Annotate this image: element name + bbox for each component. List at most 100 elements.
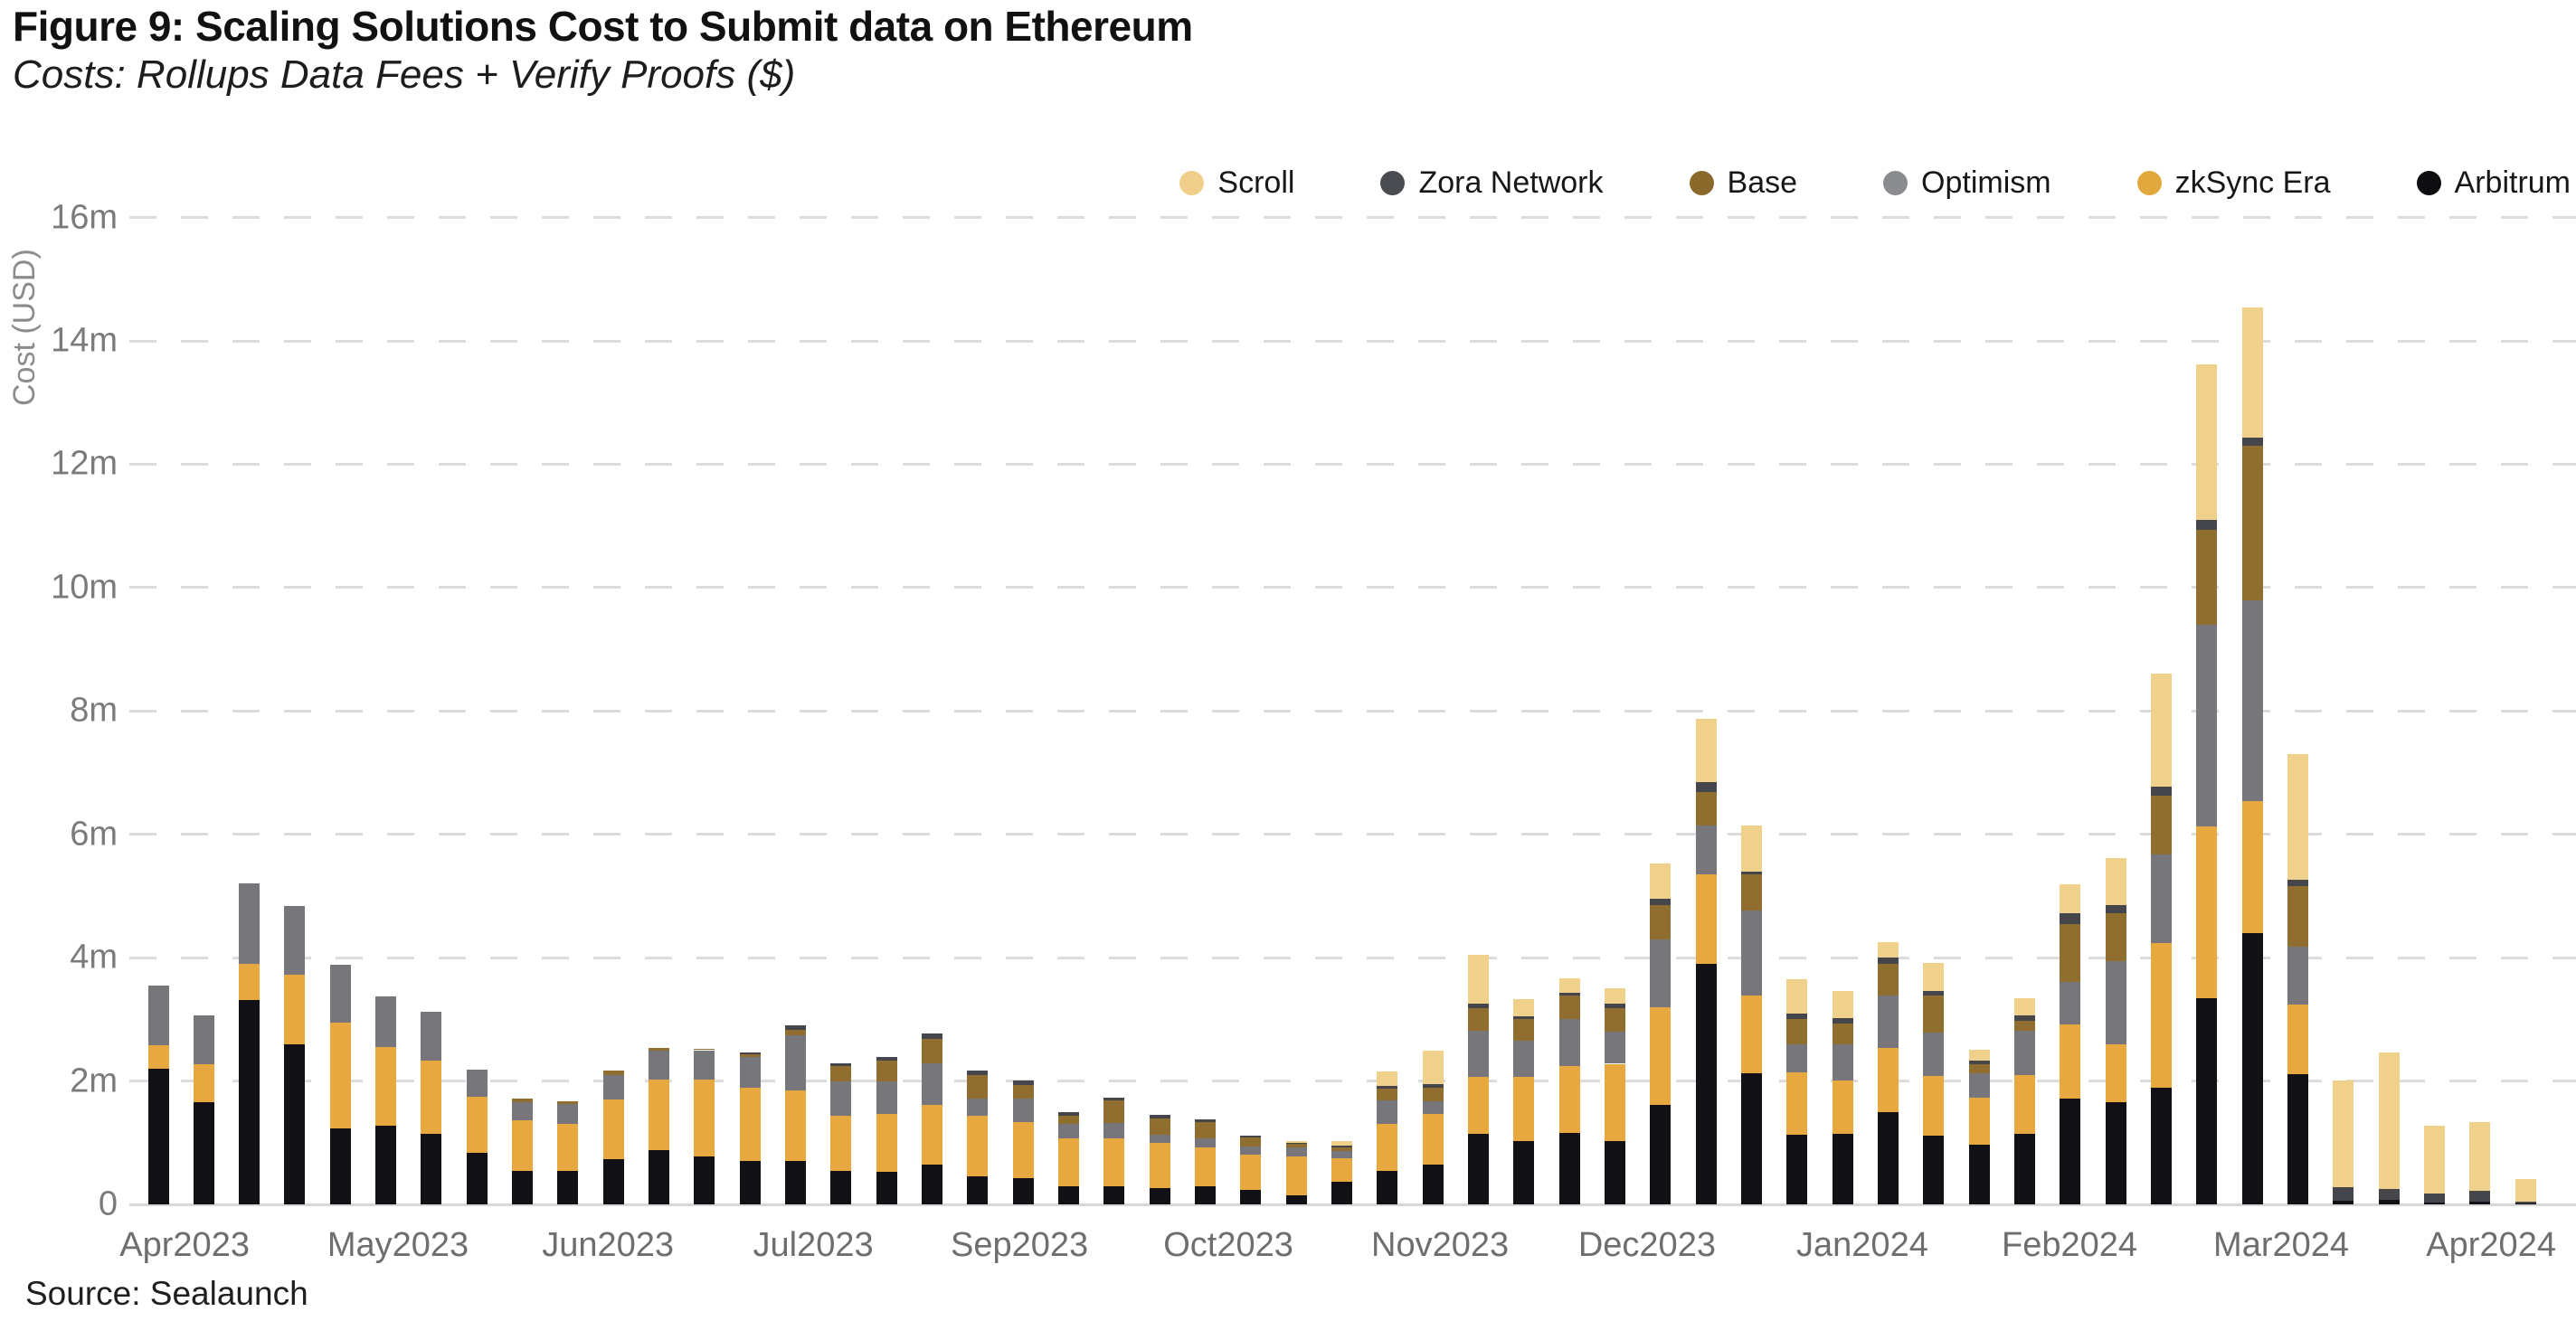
legend-item-optimism[interactable]: Optimism xyxy=(1883,165,2051,201)
bar-47-segment-zora-network xyxy=(2241,438,2263,447)
bar-20-segment-arbitrum xyxy=(1012,1177,1034,1204)
bar-33-segment-optimism xyxy=(1605,1032,1626,1064)
bar-37-segment-zora-network xyxy=(1786,1013,1808,1020)
bar-41-segment-optimism xyxy=(1968,1072,1990,1098)
bar-43-segment-optimism xyxy=(2060,982,2081,1024)
bar-38-segment-zksync-era xyxy=(1832,1080,1853,1134)
x-tick-label-jan2024: Jan2024 xyxy=(1796,1226,1928,1264)
bar-52-segment-scroll xyxy=(2469,1121,2491,1191)
bar-26-segment-arbitrum xyxy=(1285,1195,1307,1204)
bar-45-segment-zora-network xyxy=(2151,786,2173,797)
bar-5-segment-optimism xyxy=(329,964,351,1023)
bar-6-segment-optimism xyxy=(375,996,397,1048)
legend-color-dot-arbitrum xyxy=(2416,171,2441,195)
bar-39-segment-zora-network xyxy=(1878,958,1899,964)
bar-35-segment-scroll xyxy=(1695,719,1717,783)
bar-34-segment-scroll xyxy=(1650,863,1672,900)
bar-44-segment-zksync-era xyxy=(2105,1044,2126,1103)
bar-38-segment-zora-network xyxy=(1832,1018,1853,1024)
bar-49-segment-arbitrum xyxy=(2333,1200,2354,1204)
bar-20-segment-zora-network xyxy=(1012,1080,1034,1085)
bar-36-segment-scroll xyxy=(1741,825,1763,872)
y-tick-label-10m: 10m xyxy=(51,568,118,607)
source-note: Source: Sealaunch xyxy=(25,1275,308,1312)
x-tick-label-jun2023: Jun2023 xyxy=(542,1226,674,1264)
legend-color-dot-zksync-era xyxy=(2136,171,2162,195)
bar-46-segment-zora-network xyxy=(2196,519,2218,530)
bar-41-segment-base xyxy=(1968,1064,1990,1073)
y-axis-tick-labels: 0 2m 4m 6m 8m 10m 12m 14m 16m xyxy=(0,192,121,1222)
legend-item-arbitrum[interactable]: Arbitrum xyxy=(2416,165,2571,201)
bar-29-segment-zora-network xyxy=(1422,1084,1444,1089)
bar-20-segment-base xyxy=(1012,1084,1034,1099)
x-tick-label-apr2023: Apr2023 xyxy=(119,1226,250,1264)
bar-8-segment-optimism xyxy=(466,1069,488,1098)
legend-item-base[interactable]: Base xyxy=(1689,165,1797,201)
bar-25-segment-base xyxy=(1240,1137,1262,1147)
bar-9-segment-base xyxy=(512,1099,534,1103)
bar-44-segment-base xyxy=(2105,913,2126,961)
bar-40-segment-arbitrum xyxy=(1923,1136,1945,1204)
bar-9-segment-zksync-era xyxy=(512,1119,534,1171)
bar-41-segment-arbitrum xyxy=(1968,1144,1990,1204)
bar-25-segment-zora-network xyxy=(1240,1135,1262,1138)
legend-item-zora-network[interactable]: Zora Network xyxy=(1380,165,1604,201)
legend-color-dot-base xyxy=(1689,171,1714,195)
bar-25-segment-arbitrum xyxy=(1240,1189,1262,1204)
bar-48-segment-zksync-era xyxy=(2287,1005,2308,1075)
bar-40-segment-scroll xyxy=(1923,962,1945,991)
x-tick-label-may2023: May2023 xyxy=(327,1226,469,1264)
y-tick-label-14m: 14m xyxy=(51,321,118,360)
bar-47-segment-optimism xyxy=(2241,599,2263,801)
bar-4-segment-optimism xyxy=(284,905,306,976)
bar-15-segment-arbitrum xyxy=(785,1161,807,1204)
bar-39-segment-scroll xyxy=(1878,942,1899,958)
bar-50-segment-scroll xyxy=(2378,1052,2400,1189)
bar-16-segment-zksync-era xyxy=(830,1115,852,1172)
gridline-12m xyxy=(129,462,2576,466)
bar-31-segment-arbitrum xyxy=(1513,1141,1535,1204)
bar-30-segment-zora-network xyxy=(1468,1003,1490,1009)
gridline-6m xyxy=(129,833,2576,836)
bar-31-segment-scroll xyxy=(1513,998,1535,1016)
bar-26-segment-zora-network xyxy=(1285,1142,1307,1145)
bar-6-segment-arbitrum xyxy=(375,1125,397,1204)
bar-34-segment-arbitrum xyxy=(1650,1104,1672,1204)
bar-51-segment-zora-network xyxy=(2424,1193,2445,1203)
bar-34-segment-zksync-era xyxy=(1650,1006,1672,1105)
bar-46-segment-scroll xyxy=(2196,364,2218,520)
bar-32-segment-arbitrum xyxy=(1558,1132,1580,1204)
bar-47-segment-arbitrum xyxy=(2241,932,2263,1204)
x-tick-label-oct2023: Oct2023 xyxy=(1163,1226,1293,1264)
bar-20-segment-optimism xyxy=(1012,1099,1034,1123)
bar-35-segment-base xyxy=(1695,791,1717,826)
bar-25-segment-optimism xyxy=(1240,1146,1262,1156)
legend-label-arbitrum: Arbitrum xyxy=(2454,165,2571,200)
bar-17-segment-base xyxy=(876,1061,897,1082)
x-axis-tick-labels: Apr2023 May2023 Jun2023 Jul2023 Sep2023 Oct20… xyxy=(119,1222,2576,1277)
bar-18-segment-optimism xyxy=(922,1062,943,1105)
bar-52-segment-arbitrum xyxy=(2469,1201,2491,1204)
bar-10-segment-base xyxy=(557,1101,579,1104)
bar-18-segment-zksync-era xyxy=(922,1104,943,1165)
bar-4-segment-zksync-era xyxy=(284,975,306,1044)
bar-14-segment-optimism xyxy=(739,1057,761,1089)
bar-49-segment-scroll xyxy=(2333,1080,2354,1187)
bar-16-segment-zora-network xyxy=(830,1062,852,1067)
legend-item-zksync-era[interactable]: zkSync Era xyxy=(2136,165,2331,201)
bar-44-segment-arbitrum xyxy=(2105,1102,2126,1204)
bar-8-segment-arbitrum xyxy=(466,1152,488,1204)
bar-12-segment-base xyxy=(649,1048,670,1052)
bar-24-segment-base xyxy=(1195,1121,1217,1139)
bar-29-segment-scroll xyxy=(1422,1051,1444,1084)
bar-30-segment-scroll xyxy=(1468,954,1490,1004)
bar-36-segment-zksync-era xyxy=(1741,996,1763,1074)
bar-33-segment-zora-network xyxy=(1605,1004,1626,1009)
bar-11-segment-optimism xyxy=(602,1075,624,1100)
bar-23-segment-zora-network xyxy=(1149,1115,1170,1118)
legend-item-scroll[interactable]: Scroll xyxy=(1179,165,1294,201)
x-tick-label-nov2023: Nov2023 xyxy=(1371,1226,1510,1264)
bar-39-segment-base xyxy=(1878,964,1899,996)
bar-26-segment-optimism xyxy=(1285,1147,1307,1156)
bar-38-segment-scroll xyxy=(1832,991,1853,1019)
